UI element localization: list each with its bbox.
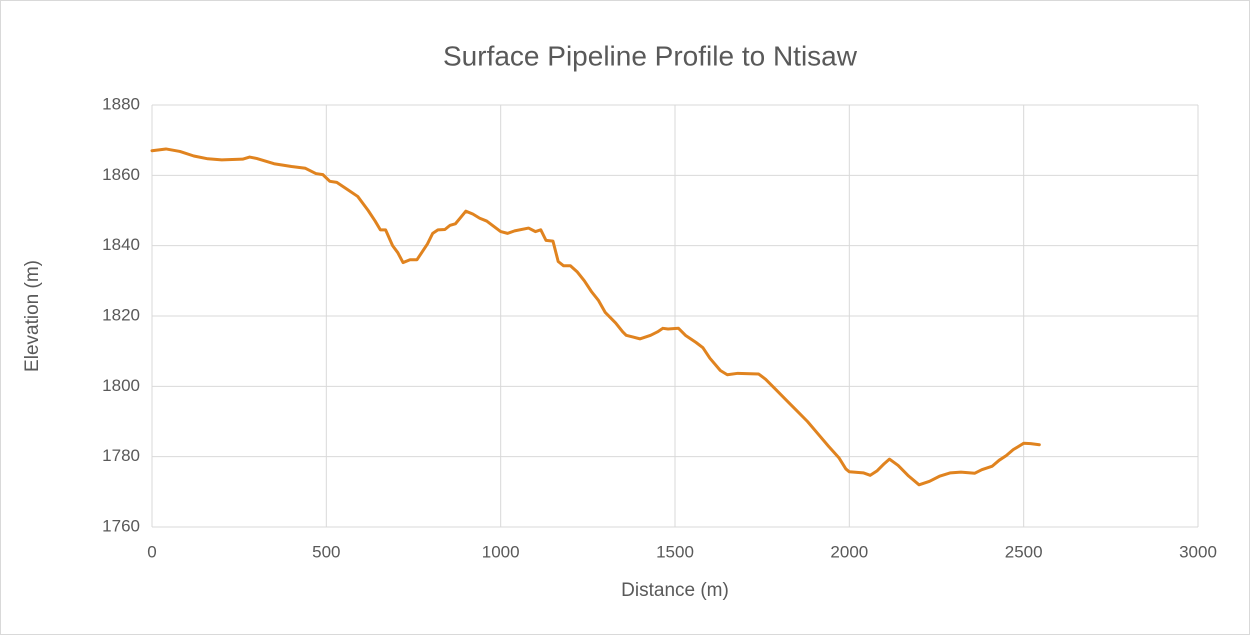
y-axis-label: Elevation (m) xyxy=(22,260,43,372)
x-tick-label: 1500 xyxy=(656,542,694,561)
x-tick-label: 1000 xyxy=(482,542,520,561)
y-tick-label: 1760 xyxy=(102,516,140,535)
y-tick-label: 1800 xyxy=(102,376,140,395)
x-tick-label: 0 xyxy=(147,542,156,561)
x-tick-label: 2000 xyxy=(830,542,868,561)
y-tick-label: 1860 xyxy=(102,165,140,184)
y-tick-label: 1820 xyxy=(102,305,140,324)
y-tick-label: 1840 xyxy=(102,235,140,254)
y-tick-label: 1880 xyxy=(102,94,140,113)
line-series xyxy=(150,147,1041,487)
x-tick-label: 2500 xyxy=(1005,542,1043,561)
x-tick-label: 500 xyxy=(312,542,340,561)
chart-title: Surface Pipeline Profile to Ntisaw xyxy=(443,40,858,71)
x-axis-label: Distance (m) xyxy=(621,580,729,601)
x-tick-label: 3000 xyxy=(1179,542,1217,561)
y-tick-label: 1780 xyxy=(102,446,140,465)
